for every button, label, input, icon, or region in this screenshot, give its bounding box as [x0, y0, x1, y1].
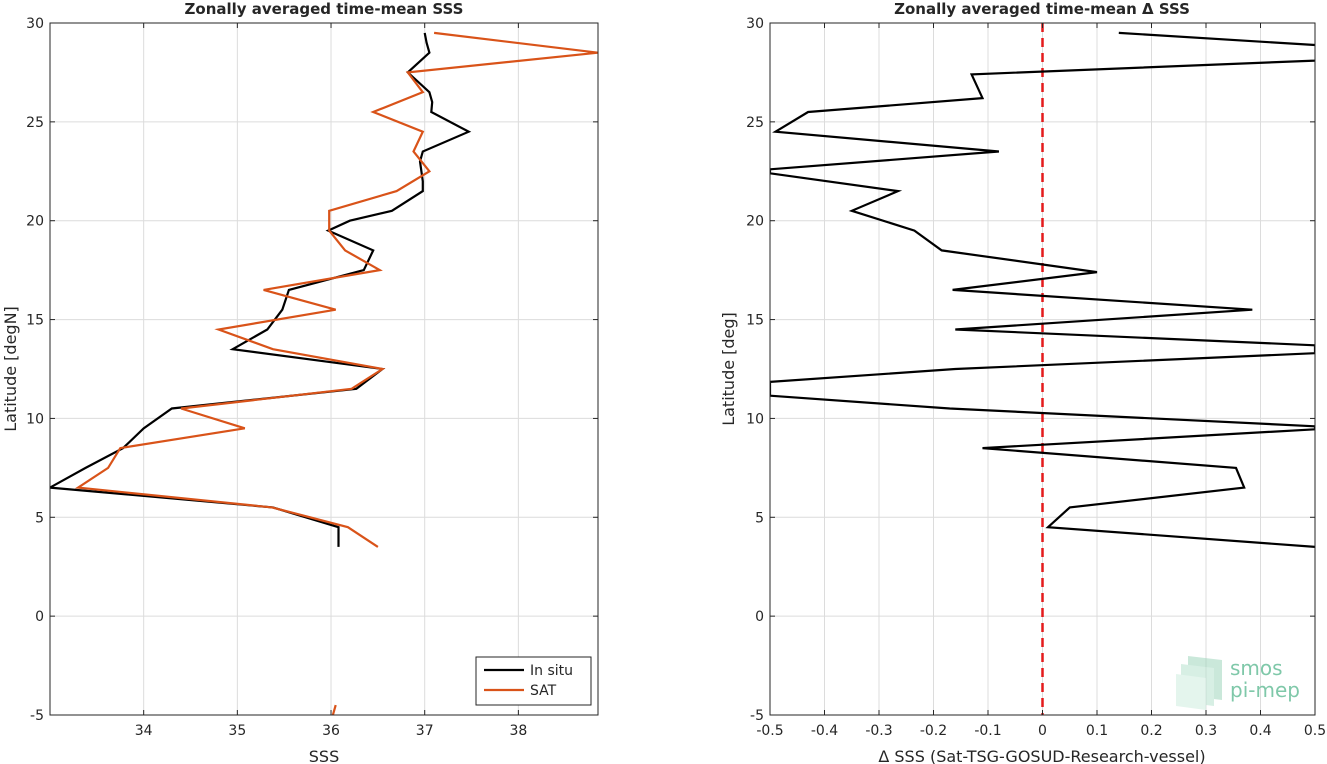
- x-tick-label: -0.3: [865, 723, 892, 739]
- y-tick-label: 10: [26, 411, 44, 427]
- series-lines: [50, 31, 598, 715]
- axes-box: [49, 22, 599, 716]
- series-line-sat: [74, 31, 598, 548]
- y-tick-label: 20: [26, 214, 44, 230]
- y-tick-label: 15: [26, 313, 44, 329]
- delta-sss-panel: smos pi-mep -0.5 -0.4 -0.3 -0.2 -0.1 0 0.1 0.2 0…: [719, 0, 1326, 764]
- legend-label-in-situ: In situ: [530, 663, 573, 679]
- y-tick-label: -5: [30, 708, 44, 724]
- series-lines: [770, 23, 1315, 715]
- x-tick-label: 0.2: [1140, 723, 1162, 739]
- y-tick-label: 10: [746, 411, 764, 427]
- smos-pi-mep-logo: smos pi-mep: [1176, 656, 1300, 710]
- y-tick-label: 25: [746, 115, 764, 131]
- x-tick-label: 37: [416, 723, 434, 739]
- series-line-delta-sss: [770, 31, 1315, 548]
- x-tick-label: 0.5: [1304, 723, 1326, 739]
- ticks: -0.5 -0.4 -0.3 -0.2 -0.1 0 0.1 0.2 0.3 0.4 0.5 -5 0 5…: [746, 16, 1326, 739]
- logo-text-smos: smos: [1230, 656, 1283, 680]
- x-tick-label: 0.3: [1195, 723, 1217, 739]
- x-tick-label: 34: [135, 723, 153, 739]
- y-tick-label: 30: [26, 16, 44, 32]
- y-tick-label: 25: [26, 115, 44, 131]
- y-tick-label: 0: [755, 609, 764, 625]
- x-tick-label: 0: [1038, 723, 1047, 739]
- x-axis-label: Δ SSS (Sat-TSG-GOSUD-Research-vessel): [878, 747, 1205, 764]
- chart-title: Zonally averaged time-mean Δ SSS: [894, 0, 1190, 18]
- legend-box: [475, 656, 592, 706]
- x-tick-label: -0.1: [974, 723, 1001, 739]
- x-tick-label: 0.4: [1249, 723, 1271, 739]
- sss-panel: 34 35 36 37 38 -5 0 5 10 15 20 25 30 Zonally average…: [1, 0, 599, 764]
- logo-graphic: [1176, 656, 1222, 710]
- logo-text-pi-mep: pi-mep: [1230, 678, 1300, 702]
- y-axis-label: Latitude [degN]: [1, 306, 20, 432]
- ticks: 34 35 36 37 38 -5 0 5 10 15 20 25 30: [26, 16, 598, 739]
- plot-area: [50, 23, 598, 715]
- x-tick-label: -0.2: [920, 723, 947, 739]
- x-tick-label: -0.5: [756, 723, 783, 739]
- y-tick-label: -5: [750, 708, 764, 724]
- y-tick-label: 5: [35, 510, 44, 526]
- grid: [50, 23, 598, 715]
- x-tick-label: 35: [228, 723, 246, 739]
- y-tick-label: 15: [746, 313, 764, 329]
- y-tick-label: 5: [755, 510, 764, 526]
- x-tick-label: 0.1: [1086, 723, 1108, 739]
- legend: In situ SAT: [475, 656, 592, 706]
- chart-title: Zonally averaged time-mean SSS: [185, 0, 464, 18]
- y-tick-label: 0: [35, 609, 44, 625]
- x-tick-label: -0.4: [811, 723, 838, 739]
- series-segment-sat: [331, 704, 337, 715]
- x-tick-label: 36: [322, 723, 340, 739]
- legend-label-sat: SAT: [530, 683, 557, 699]
- y-tick-label: 20: [746, 214, 764, 230]
- y-axis-label: Latitude [deg]: [719, 312, 738, 426]
- x-tick-label: 38: [509, 723, 527, 739]
- y-tick-label: 30: [746, 16, 764, 32]
- x-axis-label: SSS: [309, 747, 339, 764]
